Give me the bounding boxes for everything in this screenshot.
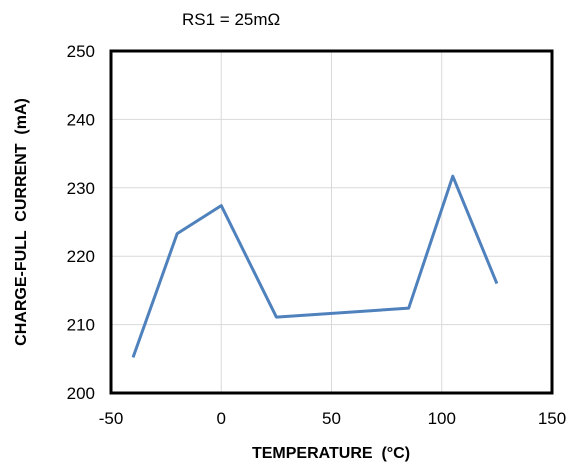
x-tick-label-2: 50 [322, 409, 341, 428]
x-tick-labels: -50 0 50 100 150 [99, 409, 566, 428]
x-tick-label-3: 100 [428, 409, 456, 428]
y-tick-label-0: 200 [67, 384, 95, 403]
y-tick-label-4: 240 [67, 110, 95, 129]
y-axis-title: CHARGE-FULL CURRENT (mA) [13, 98, 30, 346]
x-tick-label-1: 0 [217, 409, 226, 428]
y-tick-label-1: 210 [67, 316, 95, 335]
x-tick-label-4: 150 [538, 409, 566, 428]
series-line-0 [131, 174, 499, 358]
y-tick-label-2: 220 [67, 247, 95, 266]
series-lines [131, 174, 499, 358]
y-tick-label-5: 250 [67, 42, 95, 61]
grid [111, 51, 552, 393]
plot-area-border [109, 49, 554, 395]
y-tick-label-3: 230 [67, 179, 95, 198]
x-tick-label-0: -50 [99, 409, 124, 428]
annotation-rs1: RS1 = 25mΩ [182, 10, 280, 29]
x-axis-title: TEMPERATURE (°C) [252, 445, 410, 462]
y-tick-labels: 200 210 220 230 240 250 [67, 42, 95, 403]
